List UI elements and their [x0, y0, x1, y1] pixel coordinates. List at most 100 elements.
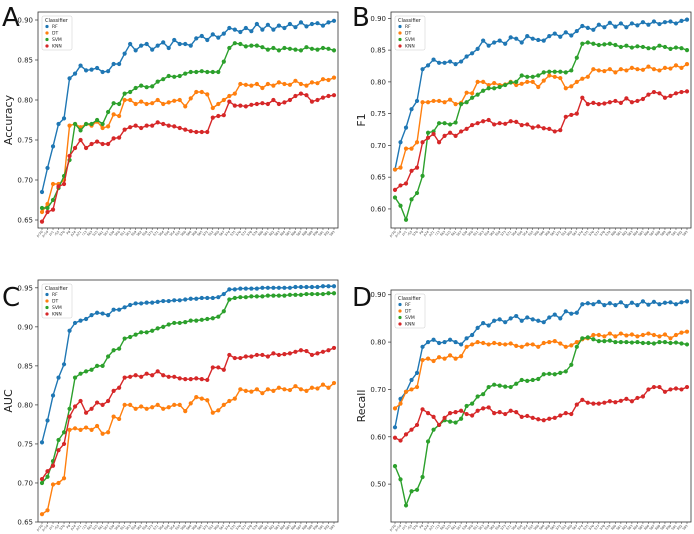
data-point-rf — [519, 318, 524, 323]
series-rf — [392, 299, 690, 430]
data-point-knn — [481, 406, 486, 411]
data-point-dt — [315, 386, 320, 391]
x-tick-label: S78 — [599, 524, 606, 531]
x-tick-label: pr10 — [41, 524, 49, 532]
series-svm — [392, 40, 690, 222]
data-point-knn — [243, 104, 248, 109]
x-tick-label: S70 — [59, 524, 66, 531]
series-line-dt — [394, 63, 688, 171]
x-tick-label: S69 — [566, 524, 573, 531]
data-point-svm — [72, 375, 78, 380]
x-tick-label: S72 — [555, 524, 562, 531]
data-point-rf — [128, 302, 133, 308]
y-tick-label: 0.75 — [17, 137, 33, 145]
data-point-knn — [83, 145, 89, 151]
data-point-rf — [155, 43, 160, 48]
y-tick-label: 0.90 — [17, 17, 33, 25]
data-point-rf — [177, 41, 182, 47]
data-point-dt — [83, 425, 89, 430]
data-point-rf — [409, 377, 414, 383]
data-point-knn — [183, 127, 188, 132]
x-tick-label: S84 — [632, 230, 639, 237]
data-point-knn — [39, 476, 45, 482]
data-point-rf — [453, 61, 458, 67]
data-point-knn — [144, 123, 149, 128]
data-point-dt — [287, 387, 293, 393]
x-tick-label: S82 — [268, 230, 275, 237]
data-point-svm — [470, 401, 475, 406]
data-point-svm — [519, 73, 524, 78]
data-point-rf — [497, 38, 502, 43]
data-point-svm — [331, 48, 337, 53]
y-tick-label: 0.95 — [17, 284, 33, 292]
data-point-dt — [574, 339, 579, 345]
x-tick-label: p21 — [75, 230, 82, 237]
x-tick-label: S66 — [538, 230, 545, 237]
data-point-dt — [392, 167, 398, 172]
x-tick-label: P8 — [419, 524, 425, 530]
x-tick-label: r55 — [407, 524, 414, 531]
x-tick-label: S71 — [152, 524, 159, 531]
y-axis-label: Recall — [355, 390, 368, 423]
x-tick-label: S64 — [511, 524, 518, 531]
data-point-rf — [72, 71, 78, 76]
data-point-dt — [403, 146, 409, 151]
data-point-knn — [398, 438, 403, 443]
x-tick-label: S62 — [489, 524, 496, 531]
data-point-svm — [431, 427, 436, 432]
data-point-knn — [585, 102, 590, 107]
data-point-knn — [392, 435, 398, 440]
data-point-rf — [508, 316, 513, 321]
data-point-knn — [398, 183, 403, 188]
x-tick-label: S83 — [626, 230, 633, 237]
data-point-knn — [464, 411, 469, 417]
data-point-knn — [172, 124, 177, 129]
data-point-dt — [238, 387, 243, 392]
x-tick-label: S58 — [494, 524, 501, 531]
data-point-svm — [210, 316, 215, 321]
data-point-knn — [414, 165, 420, 170]
data-point-dt — [238, 81, 243, 87]
data-point-svm — [188, 69, 193, 75]
data-point-knn — [431, 131, 436, 137]
data-point-knn — [144, 371, 149, 376]
data-point-svm — [414, 487, 420, 492]
data-point-svm — [293, 47, 298, 52]
data-point-dt — [519, 81, 524, 86]
data-point-svm — [50, 197, 56, 203]
data-point-svm — [392, 195, 398, 200]
data-point-rf — [144, 41, 149, 47]
data-point-dt — [536, 84, 541, 90]
data-point-knn — [249, 354, 254, 359]
data-point-dt — [552, 74, 557, 79]
x-tick-label: S75 — [229, 230, 236, 237]
data-point-rf — [161, 40, 166, 45]
data-point-svm — [194, 69, 199, 75]
data-point-dt — [45, 201, 50, 207]
x-tick-label: S88 — [654, 524, 661, 531]
data-point-dt — [431, 358, 436, 364]
data-point-svm — [150, 328, 155, 333]
data-point-dt — [420, 100, 425, 105]
data-point-svm — [503, 384, 508, 389]
y-tick-label: 0.70 — [370, 142, 386, 150]
data-point-knn — [420, 407, 425, 412]
data-point-rf — [166, 298, 171, 304]
data-point-dt — [552, 339, 557, 344]
data-point-knn — [177, 376, 182, 381]
data-point-rf — [525, 315, 530, 320]
data-point-rf — [194, 296, 199, 301]
data-point-rf — [481, 321, 486, 326]
data-point-knn — [558, 128, 563, 133]
data-point-svm — [536, 73, 541, 78]
data-point-dt — [563, 86, 568, 91]
data-point-rf — [205, 37, 210, 43]
data-point-dt — [139, 99, 144, 104]
data-point-rf — [287, 285, 293, 290]
data-point-rf — [624, 25, 629, 30]
data-point-svm — [221, 309, 226, 314]
data-point-knn — [45, 469, 50, 474]
x-tick-label: S63 — [86, 524, 93, 531]
data-point-rf — [315, 21, 320, 26]
data-point-dt — [541, 340, 546, 346]
